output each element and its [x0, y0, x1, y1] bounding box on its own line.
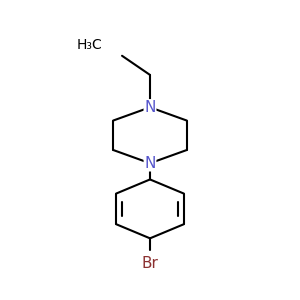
- Text: Br: Br: [142, 256, 158, 271]
- Text: N: N: [144, 100, 156, 115]
- Text: H₃C: H₃C: [77, 38, 103, 52]
- Text: N: N: [144, 156, 156, 171]
